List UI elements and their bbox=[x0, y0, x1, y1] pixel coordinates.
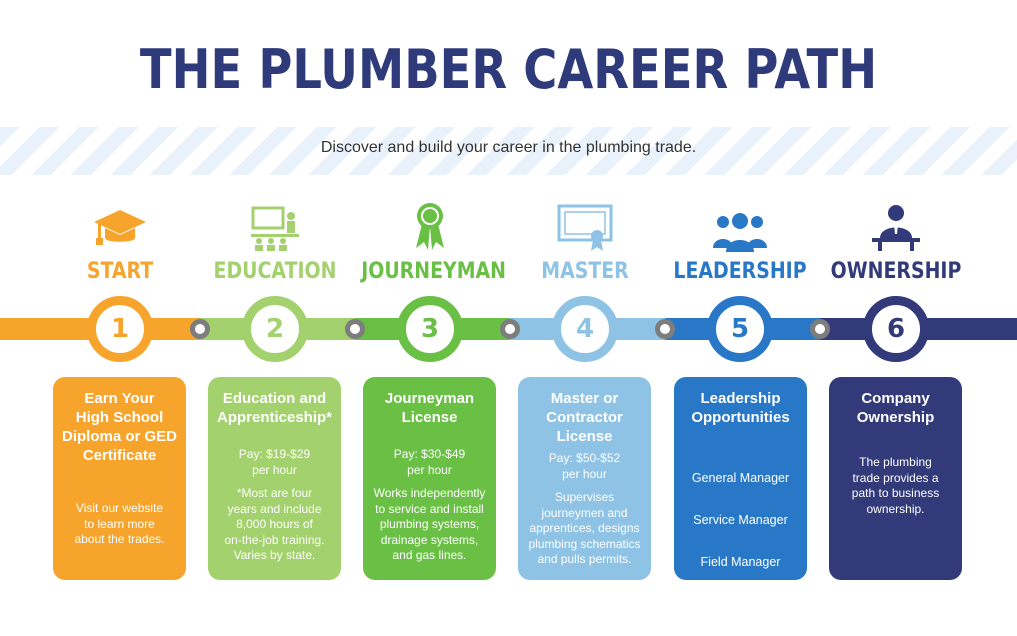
card-title: Journeyman License bbox=[384, 390, 475, 426]
card-title: Earn Your High School Diploma or GED Cer… bbox=[61, 390, 177, 464]
card-title: Master or Contractor License bbox=[546, 390, 623, 445]
businessman-icon bbox=[872, 205, 920, 251]
card-pay: Pay: $19-$29 per hour bbox=[238, 447, 311, 477]
step-education: EDUCATION bbox=[195, 190, 355, 286]
graduation-cap-icon bbox=[94, 210, 146, 245]
card-title: Company Ownership bbox=[856, 390, 935, 426]
step-number-1: 1 bbox=[87, 296, 153, 362]
card-text: Works independently to service and insta… bbox=[373, 486, 486, 562]
step-number-3: 3 bbox=[397, 296, 463, 362]
classroom-icon bbox=[251, 206, 299, 251]
card-ownership: Company Ownership The plumbing trade pro… bbox=[829, 377, 962, 580]
award-ribbon-icon bbox=[416, 203, 444, 250]
step-journeyman: JOURNEYMAN bbox=[350, 190, 510, 286]
striped-band bbox=[0, 127, 1017, 175]
card-master: Master or Contractor License Pay: $50-$5… bbox=[518, 377, 651, 580]
step-start: START bbox=[40, 190, 200, 286]
timeline-connector bbox=[655, 319, 675, 339]
timeline-connector bbox=[500, 319, 520, 339]
card-text: Supervises journeymen and apprentices, d… bbox=[528, 490, 641, 566]
card-pay: Pay: $50-$52 per hour bbox=[548, 451, 621, 481]
team-icon bbox=[713, 213, 767, 252]
step-label-journeyman: JOURNEYMAN bbox=[361, 259, 507, 284]
card-journeyman: Journeyman License Pay: $30-$49 per hour… bbox=[363, 377, 496, 580]
step-ownership: OWNERSHIP bbox=[816, 190, 976, 286]
card-start: Earn Your High School Diploma or GED Cer… bbox=[53, 377, 186, 580]
card-text: *Most are four years and include 8,000 h… bbox=[224, 486, 325, 562]
card-leadership: Leadership Opportunities General Manager… bbox=[674, 377, 807, 611]
card-text: Visit our website to learn more about th… bbox=[74, 501, 165, 546]
step-leadership: LEADERSHIP bbox=[660, 190, 820, 286]
card-roles: General Manager Service Manager Field Ma… bbox=[680, 447, 801, 636]
card-pay: Pay: $30-$49 per hour bbox=[393, 447, 466, 477]
step-number-5: 5 bbox=[707, 296, 773, 362]
card-title: Leadership Opportunities bbox=[691, 390, 790, 426]
timeline-connector bbox=[190, 319, 210, 339]
step-number-6: 6 bbox=[863, 296, 929, 362]
card-text: The plumbing trade provides a path to bu… bbox=[851, 455, 940, 516]
step-number-4: 4 bbox=[552, 296, 618, 362]
step-label-master: MASTER bbox=[541, 259, 629, 284]
page-subtitle: Discover and build your career in the pl… bbox=[320, 139, 697, 156]
step-number-2: 2 bbox=[242, 296, 308, 362]
timeline-connector bbox=[345, 319, 365, 339]
page-title: THE PLUMBER CAREER PATH bbox=[139, 38, 878, 101]
step-label-ownership: OWNERSHIP bbox=[830, 259, 962, 284]
card-education: Education and Apprenticeship* Pay: $19-$… bbox=[208, 377, 341, 580]
role-item: General Manager bbox=[691, 471, 790, 485]
card-title: Education and Apprenticeship* bbox=[216, 390, 333, 426]
step-label-leadership: LEADERSHIP bbox=[673, 259, 807, 284]
step-master: MASTER bbox=[505, 190, 665, 286]
step-label-education: EDUCATION bbox=[213, 259, 337, 284]
role-item: Sales Manager bbox=[698, 597, 783, 611]
step-label-start: START bbox=[86, 259, 154, 284]
role-item: Field Manager bbox=[700, 555, 781, 569]
role-item: Service Manager bbox=[693, 513, 788, 527]
timeline-connector bbox=[810, 319, 830, 339]
certificate-icon bbox=[557, 204, 613, 251]
